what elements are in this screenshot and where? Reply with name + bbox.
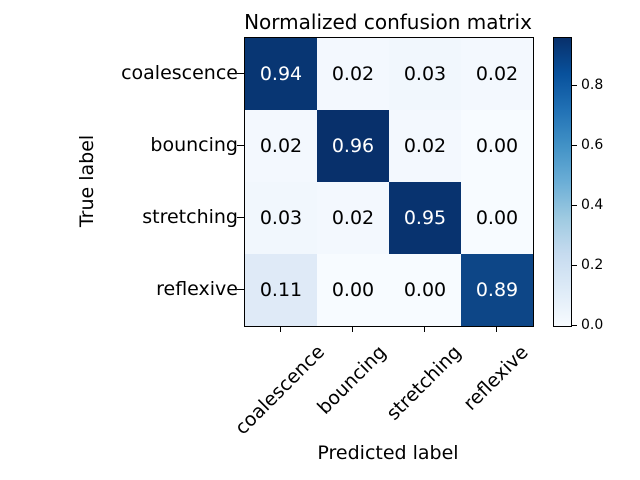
colorbar-tick-label: 0.4 — [581, 197, 604, 213]
x-tick-label: stretching — [382, 341, 466, 425]
x-tick-mark — [496, 326, 497, 332]
colorbar — [553, 37, 572, 327]
colorbar-tick-label: 0.6 — [581, 137, 604, 153]
y-tick-mark — [237, 145, 244, 146]
heatmap-cell: 0.94 — [245, 38, 317, 110]
x-tick-label: coalescence — [230, 341, 330, 440]
colorbar-tick-label: 0.8 — [581, 77, 604, 93]
heatmap-cell: 0.02 — [317, 182, 389, 254]
heatmap-cell: 0.00 — [317, 254, 389, 326]
y-tick-mark — [237, 217, 244, 218]
heatmap-cell: 0.00 — [461, 110, 533, 182]
heatmap-cell: 0.96 — [317, 110, 389, 182]
colorbar-tick-mark — [571, 205, 577, 206]
colorbar-tick-label: 0.0 — [581, 317, 604, 333]
chart-title: Normalized confusion matrix — [244, 10, 532, 34]
y-tick-label: bouncing — [150, 134, 238, 156]
heatmap-cell: 0.89 — [461, 254, 533, 326]
colorbar-tick-mark — [571, 265, 577, 266]
y-axis-label: True label — [76, 134, 98, 228]
y-tick-mark — [237, 289, 244, 290]
heatmap-cell: 0.02 — [245, 110, 317, 182]
heatmap-cell: 0.00 — [461, 182, 533, 254]
colorbar-tick-mark — [571, 85, 577, 86]
heatmap-cell: 0.03 — [389, 38, 461, 110]
x-tick-label: reflexive — [459, 341, 533, 415]
y-tick-label: coalescence — [121, 62, 238, 84]
x-axis-label: Predicted label — [317, 442, 459, 464]
colorbar-tick-mark — [571, 325, 577, 326]
x-tick-mark — [424, 326, 425, 332]
x-tick-mark — [280, 326, 281, 332]
heatmap-cell: 0.02 — [317, 38, 389, 110]
heatmap: 0.94 0.02 0.03 0.02 0.02 0.96 0.02 0.00 0.03 0.02… — [244, 37, 534, 327]
y-tick-label: stretching — [142, 206, 238, 228]
heatmap-cell: 0.03 — [245, 182, 317, 254]
heatmap-cell: 0.02 — [461, 38, 533, 110]
heatmap-cell: 0.02 — [389, 110, 461, 182]
y-tick-label: reflexive — [156, 278, 238, 300]
y-tick-mark — [237, 73, 244, 74]
heatmap-cell: 0.00 — [389, 254, 461, 326]
colorbar-tick-label: 0.2 — [581, 257, 604, 273]
colorbar-tick-mark — [571, 145, 577, 146]
x-tick-mark — [352, 326, 353, 332]
heatmap-cell: 0.95 — [389, 182, 461, 254]
heatmap-cell: 0.11 — [245, 254, 317, 326]
